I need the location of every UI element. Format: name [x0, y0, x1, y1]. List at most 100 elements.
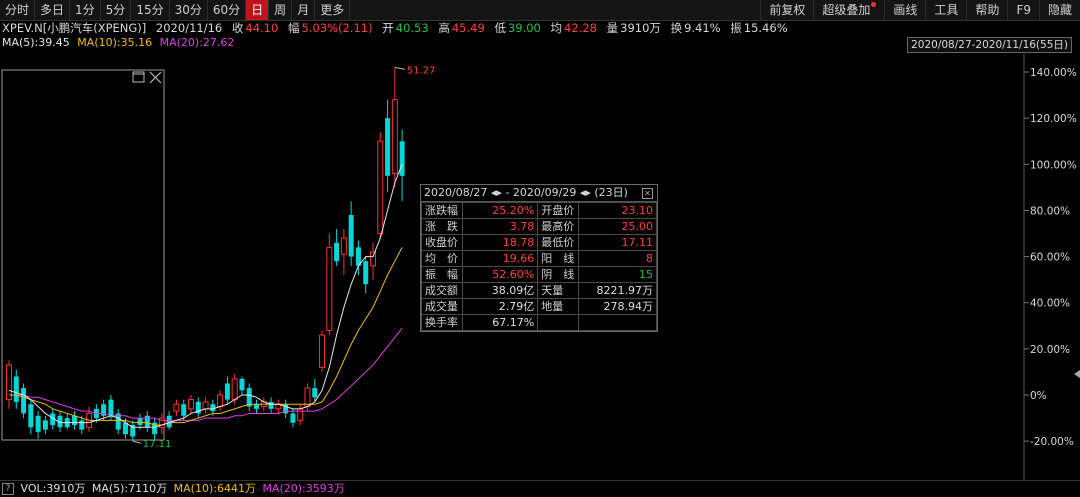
period-tab[interactable]: 月 — [292, 0, 316, 20]
date-range-button[interactable]: 2020/08/27-2020/11/16(55日) — [907, 37, 1072, 53]
stats-value: 8221.97万 — [578, 282, 657, 299]
period-tab[interactable]: 分时 — [0, 0, 36, 20]
vol-ma20: MA(20):3593万 — [262, 482, 345, 495]
period-tab[interactable]: 日 — [246, 0, 270, 20]
candle-body[interactable] — [144, 415, 150, 428]
stats-value: 2.79亿 — [461, 298, 539, 315]
tool-menu-label: 超级叠加 — [822, 3, 871, 17]
vol-label: 量 — [606, 21, 619, 35]
candle-body[interactable] — [195, 401, 201, 414]
candle-body[interactable] — [231, 378, 238, 401]
candle-body[interactable] — [115, 413, 121, 430]
candle-body[interactable] — [152, 422, 158, 435]
tool-menu-item[interactable]: F9 — [1007, 0, 1039, 20]
candle-body[interactable] — [399, 141, 405, 176]
candle-body[interactable] — [348, 215, 354, 257]
interval-arrows-icon[interactable]: ◂▸ — [579, 186, 591, 199]
avg-label: 均 — [550, 21, 563, 35]
y-tick-label: 80.00% — [1030, 205, 1070, 217]
candle-body[interactable] — [210, 404, 216, 412]
candle-body[interactable] — [334, 242, 340, 262]
maximize-icon[interactable] — [132, 71, 145, 83]
candle-body[interactable] — [217, 394, 224, 408]
candle-body[interactable] — [224, 383, 230, 400]
candle-body[interactable] — [297, 408, 304, 421]
scroll-arrow-icon[interactable] — [1074, 370, 1080, 378]
tool-menu-item[interactable]: 超级叠加 — [813, 0, 884, 20]
candle-body[interactable] — [28, 404, 34, 428]
candle-body[interactable] — [254, 404, 260, 409]
period-tab[interactable]: 周 — [269, 0, 293, 20]
tool-menu-item[interactable]: 工具 — [925, 0, 966, 20]
selection-box[interactable] — [1, 69, 165, 441]
low-price-label: 17.11 — [143, 439, 172, 450]
candle-body[interactable] — [173, 403, 180, 412]
candle-body[interactable] — [101, 404, 107, 416]
period-tab[interactable]: 60分 — [208, 0, 247, 20]
tool-menu-item[interactable]: 帮助 — [966, 0, 1007, 20]
candle-body[interactable] — [363, 261, 369, 285]
candle-body[interactable] — [312, 388, 318, 398]
period-tab[interactable]: 30分 — [170, 0, 208, 20]
candle-body[interactable] — [283, 404, 289, 414]
candle-body[interactable] — [355, 247, 361, 266]
candle-body[interactable] — [57, 415, 63, 428]
tool-menu-item[interactable]: 画线 — [884, 0, 925, 20]
candle-body[interactable] — [108, 399, 114, 416]
candle-body[interactable] — [319, 334, 326, 368]
y-tick-label: 0% — [1030, 390, 1047, 402]
tool-menu-item[interactable]: 前复权 — [760, 0, 813, 20]
candlestick-chart[interactable]: 140.00% 120.00% 100.00% 80.00% 60.00% 40.00% 2… — [0, 52, 1080, 480]
candle-body[interactable] — [158, 417, 165, 428]
y-tick-label: -20.00% — [1030, 436, 1074, 448]
candle-body[interactable] — [370, 251, 376, 267]
stock-symbol[interactable]: XPEV.N[小鹏汽车(XPENG)] — [2, 21, 147, 35]
candle-body[interactable] — [246, 388, 252, 407]
tool-menu-item[interactable]: 隐藏 — [1038, 0, 1080, 20]
candle-body[interactable] — [79, 420, 85, 430]
candle-body[interactable] — [6, 364, 12, 401]
candle-body[interactable] — [137, 418, 143, 425]
candle-body[interactable] — [13, 376, 19, 402]
period-tab[interactable]: 5分 — [101, 0, 132, 20]
candle-body[interactable] — [72, 415, 78, 425]
candle-body[interactable] — [122, 422, 128, 435]
candle-body[interactable] — [166, 415, 172, 428]
interval-arrows-icon[interactable]: ◂▸ — [490, 186, 502, 199]
high-label: 高 — [438, 21, 450, 35]
candle-body[interactable] — [188, 399, 194, 410]
stats-label: 成交量 — [421, 298, 463, 315]
candle-body[interactable] — [130, 424, 136, 437]
stats-row: 成交额 38.09亿 天量 8221.97万 — [421, 282, 657, 299]
stats-value — [578, 314, 657, 331]
candle-body[interactable] — [391, 99, 398, 175]
candle-body[interactable] — [21, 388, 27, 414]
candle-body[interactable] — [35, 415, 41, 432]
open-value: 40.53 — [395, 21, 429, 35]
period-tab[interactable]: 多日 — [35, 0, 71, 20]
close-icon[interactable] — [149, 71, 162, 84]
period-tab[interactable]: 15分 — [131, 0, 170, 20]
candle-body[interactable] — [268, 401, 274, 409]
period-tab[interactable]: 1分 — [70, 0, 101, 20]
y-tick-label: 60.00% — [1030, 252, 1070, 264]
high-value: 45.49 — [451, 21, 485, 35]
y-tick-label: 100.00% — [1030, 159, 1077, 171]
candle-body[interactable] — [385, 118, 391, 176]
stats-row: 振 幅 52.60% 阴 线 15 — [421, 266, 657, 283]
candle-body[interactable] — [239, 378, 245, 391]
help-icon[interactable]: ? — [2, 483, 14, 495]
stats-value: 278.94万 — [578, 298, 657, 315]
candle-body[interactable] — [42, 420, 48, 430]
candle-body[interactable] — [340, 237, 347, 255]
stats-row: 涨 跌 3.78 最高价 25.00 — [421, 218, 657, 235]
candle-body[interactable] — [50, 413, 56, 425]
candle-body[interactable] — [290, 413, 296, 423]
period-tab[interactable]: 更多 — [315, 0, 351, 20]
candle-body[interactable] — [326, 246, 333, 331]
close-icon[interactable]: ✕ — [642, 188, 653, 199]
stats-label: 阴 线 — [537, 266, 580, 283]
candle-body[interactable] — [202, 401, 209, 410]
candle-body[interactable] — [377, 140, 384, 234]
candle-body[interactable] — [181, 404, 187, 416]
